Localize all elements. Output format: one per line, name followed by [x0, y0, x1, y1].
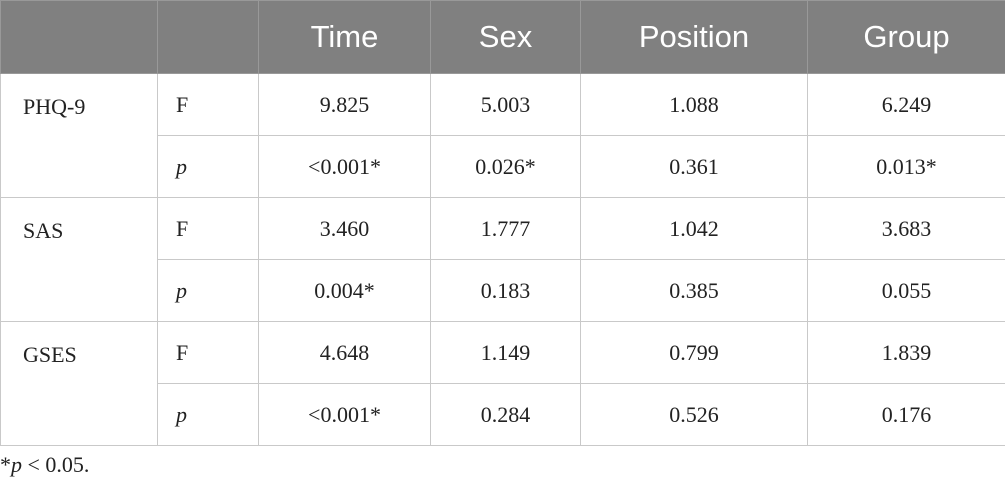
value-cell: 3.460: [258, 197, 431, 260]
group-label: SAS: [0, 197, 158, 322]
table-row: p <0.001* 0.284 0.526 0.176: [1, 383, 1005, 446]
header-cell: [0, 0, 158, 74]
value-cell: 0.284: [430, 383, 581, 446]
value-cell: 0.004*: [258, 259, 431, 322]
header-cell: Position: [580, 0, 808, 74]
table-body: PHQ-9 F 9.825 5.003 1.088 6.249 p <0.001* 0.026*…: [0, 73, 1005, 446]
header-cell: Sex: [430, 0, 581, 74]
value-cell: 0.361: [580, 135, 808, 198]
value-cell: 1.042: [580, 197, 808, 260]
stat-cell: F: [157, 197, 259, 260]
value-cell: 0.176: [807, 383, 1005, 446]
header-cell: [157, 0, 259, 74]
value-cell: 0.183: [430, 259, 581, 322]
header-row: Time Sex Position Group: [0, 0, 1005, 74]
stat-cell: F: [157, 73, 259, 136]
value-cell: 0.526: [580, 383, 808, 446]
value-cell: <0.001*: [258, 383, 431, 446]
value-cell: 0.055: [807, 259, 1005, 322]
value-cell: 1.777: [430, 197, 581, 260]
stat-cell: p: [157, 259, 259, 322]
header-cell: Time: [258, 0, 431, 74]
footnote-text: < 0.05.: [22, 452, 90, 477]
value-cell: 4.648: [258, 321, 431, 384]
value-cell: 1.088: [580, 73, 808, 136]
value-cell: 5.003: [430, 73, 581, 136]
value-cell: 0.799: [580, 321, 808, 384]
footnote-mark: *: [0, 452, 11, 477]
table-row: GSES F 4.648 1.149 0.799 1.839: [0, 321, 1005, 446]
value-cell: 0.013*: [807, 135, 1005, 198]
value-cell: 0.385: [580, 259, 808, 322]
group-label: GSES: [0, 321, 158, 446]
header-cell: Group: [807, 0, 1005, 74]
footnote-symbol: p: [11, 452, 22, 477]
table-row: p <0.001* 0.026* 0.361 0.013*: [1, 135, 1005, 198]
value-cell: 9.825: [258, 73, 431, 136]
value-cell: <0.001*: [258, 135, 431, 198]
results-table: Time Sex Position Group PHQ-9 F 9.825 5.003 1.0…: [0, 0, 1005, 446]
value-cell: 6.249: [807, 73, 1005, 136]
stat-cell: p: [157, 135, 259, 198]
value-cell: 1.149: [430, 321, 581, 384]
table-row: p 0.004* 0.183 0.385 0.055: [1, 259, 1005, 322]
table-row: SAS F 3.460 1.777 1.042 3.683: [0, 197, 1005, 322]
stat-cell: F: [157, 321, 259, 384]
value-cell: 0.026*: [430, 135, 581, 198]
stat-cell: p: [157, 383, 259, 446]
table-row: PHQ-9 F 9.825 5.003 1.088 6.249: [0, 73, 1005, 198]
value-cell: 3.683: [807, 197, 1005, 260]
footnote: *p < 0.05.: [0, 452, 89, 478]
group-label: PHQ-9: [0, 73, 158, 198]
value-cell: 1.839: [807, 321, 1005, 384]
